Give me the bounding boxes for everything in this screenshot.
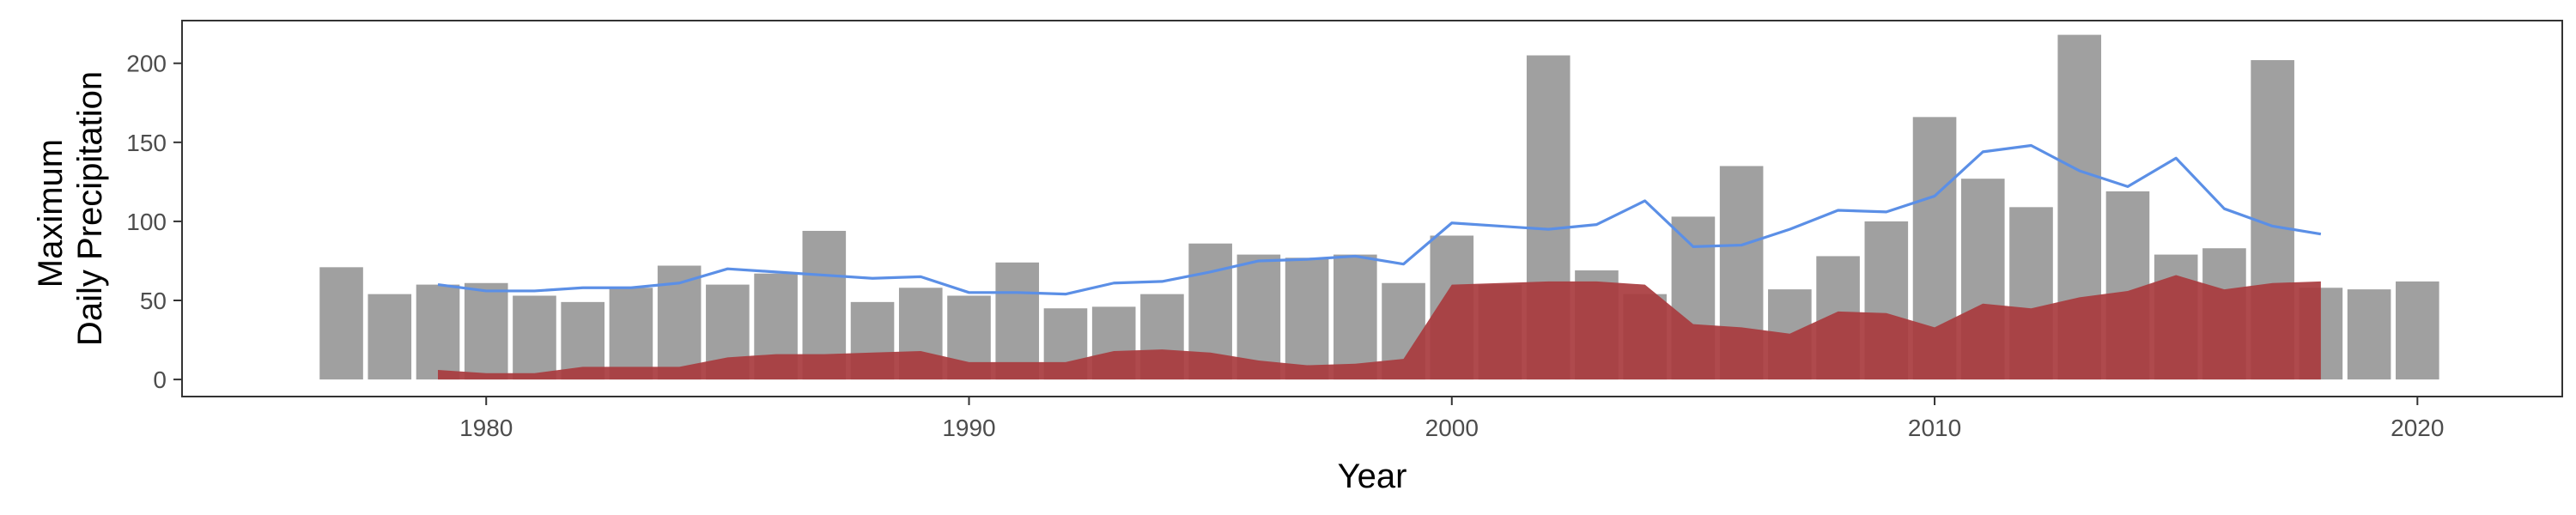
- x-tick-label-1990: 1990: [942, 415, 995, 441]
- y-axis: 0 50 100 150 200: [126, 51, 182, 393]
- bar-1982: [561, 301, 605, 380]
- bar-1980: [464, 282, 508, 380]
- y-axis-title-line-2: Daily Precipitation: [71, 71, 109, 346]
- y-tick-label-0: 0: [153, 367, 167, 393]
- bar-1983: [609, 288, 653, 380]
- bar-1991: [995, 262, 1040, 380]
- y-tick-label-150: 150: [126, 130, 167, 156]
- area-series: [438, 275, 2321, 380]
- bar-1998: [1334, 254, 1377, 380]
- line-layer: [437, 143, 2322, 296]
- bar-1979: [416, 284, 460, 380]
- x-axis: 1980 1990 2000 2010 2020: [459, 397, 2444, 441]
- x-tick-label-2000: 2000: [1425, 415, 1479, 441]
- bar-1978: [368, 294, 412, 380]
- panel-border: [181, 20, 2563, 397]
- x-axis-title: Year: [1338, 457, 1407, 495]
- bar-2020: [2396, 281, 2439, 380]
- bar-1981: [513, 295, 556, 380]
- x-tick-label-2010: 2010: [1908, 415, 1961, 441]
- y-axis-title: Maximum Daily Precipitation: [32, 71, 109, 346]
- bar-1997: [1285, 258, 1329, 380]
- y-tick-label-200: 200: [126, 51, 167, 77]
- bar-2019: [2347, 289, 2391, 380]
- y-axis-title-line-1: Maximum: [32, 139, 70, 288]
- x-tick-label-2020: 2020: [2391, 415, 2444, 441]
- y-tick-label-50: 50: [140, 288, 167, 314]
- y-tick-label-100: 100: [126, 209, 167, 235]
- area-layer: [438, 275, 2321, 380]
- x-tick-label-1980: 1980: [459, 415, 513, 441]
- bar-1977: [319, 267, 363, 380]
- line-series: [437, 143, 2322, 296]
